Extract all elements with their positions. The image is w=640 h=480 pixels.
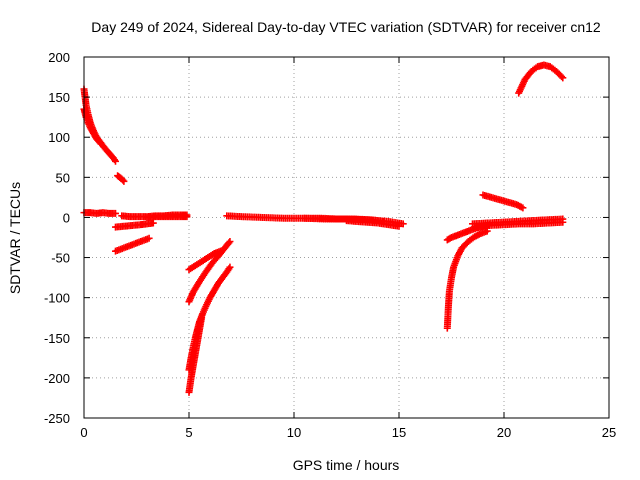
data-point (395, 222, 403, 230)
x-axis-label: GPS time / hours (293, 457, 400, 473)
track-marker (225, 239, 233, 247)
data-point (149, 219, 157, 227)
series-arc-12 (185, 263, 234, 374)
y-axis-label: SDTVAR / TECUs (7, 182, 23, 294)
y-tick-label: 50 (56, 170, 70, 185)
data-point (183, 213, 191, 221)
series-arc-10 (185, 238, 234, 306)
y-tick-label: -50 (51, 251, 70, 266)
series-arc-3 (114, 172, 128, 185)
track-marker (119, 176, 127, 184)
y-tick-label: 200 (48, 50, 70, 65)
series-arc-2 (80, 105, 105, 148)
chart-title: Day 249 of 2024, Sidereal Day-to-day VTE… (91, 19, 601, 35)
data-point (559, 218, 567, 226)
x-tick-label: 15 (392, 425, 406, 440)
y-tick-label: 0 (63, 210, 70, 225)
data-point (226, 263, 234, 271)
data-point (226, 238, 234, 246)
y-tick-labels: -250 -200 -150 -100 -50 0 50 100 150 200 (44, 50, 70, 426)
y-tick-label: 100 (48, 130, 70, 145)
series-arc-5 (112, 219, 157, 231)
data-point (112, 157, 119, 165)
series-arc-21 (515, 61, 567, 97)
series-arc-6 (112, 234, 153, 255)
series-arc-16 (443, 227, 491, 332)
data-points (80, 61, 567, 396)
grid (84, 57, 609, 418)
data-point (120, 177, 128, 185)
x-tick-label: 10 (287, 425, 301, 440)
series-arc-20 (479, 191, 527, 212)
track-marker (96, 138, 104, 146)
axis-ticks (83, 56, 610, 419)
x-tick-label: 0 (80, 425, 87, 440)
y-tick-label: -150 (44, 331, 70, 346)
data-point (97, 140, 105, 148)
plot-frame (83, 56, 610, 419)
y-tick-label: -100 (44, 291, 70, 306)
data-point (519, 204, 527, 212)
x-tick-label: 20 (497, 425, 511, 440)
data-point (112, 209, 119, 217)
y-tick-label: -200 (44, 371, 70, 386)
series-arc-19 (471, 218, 567, 231)
x-tick-label: 25 (602, 425, 616, 440)
y-tick-label: 150 (48, 90, 70, 105)
data-point (145, 234, 153, 242)
x-tick-label: 5 (185, 425, 192, 440)
data-point (559, 74, 567, 82)
series-arc-8 (143, 213, 191, 221)
series-arc-4 (80, 209, 119, 217)
track-marker (558, 73, 566, 81)
x-tick-labels: 0 5 10 15 20 25 (80, 425, 616, 440)
series-arc-15 (343, 217, 403, 230)
data-point (399, 220, 407, 228)
y-tick-label: -250 (44, 411, 70, 426)
